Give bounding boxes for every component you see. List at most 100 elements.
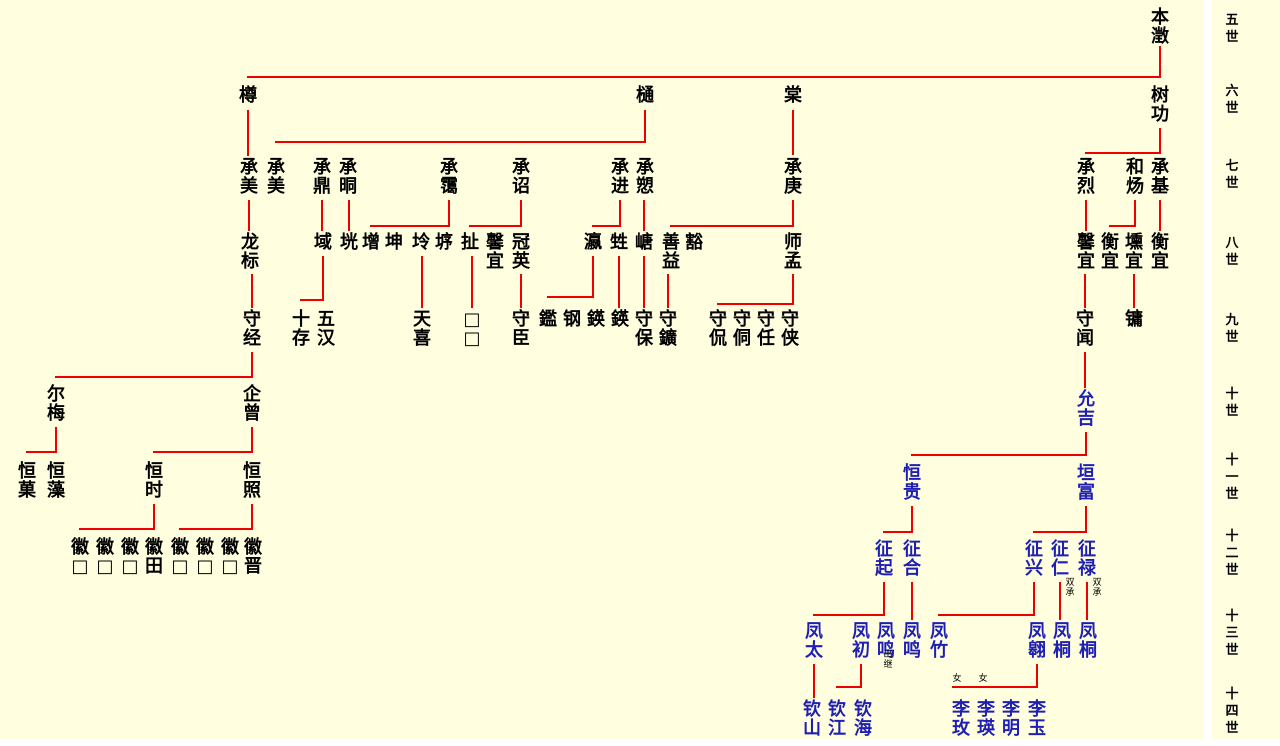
connector-line-vertical <box>911 582 913 620</box>
annotation-note: 出 继 <box>883 650 893 670</box>
tree-node-name: 钦 海 <box>854 699 872 739</box>
tree-node-name: 企 曾 <box>243 384 261 424</box>
tree-node-name: 嵣 <box>635 232 653 253</box>
connector-line-vertical <box>348 200 350 231</box>
tree-node-name: 守 侗 <box>733 309 751 349</box>
connector-line-vertical <box>792 110 794 155</box>
tree-node-name: 馨 宜 <box>486 232 504 272</box>
generation-label: 十 四 世 <box>1225 687 1239 736</box>
generation-label: 十 一 世 <box>1225 453 1239 502</box>
connector-line-vertical <box>1159 128 1161 153</box>
generation-label: 十 二 世 <box>1225 529 1239 578</box>
connector-line-horizontal <box>1109 225 1136 227</box>
tree-node-name: 师 孟 <box>784 232 802 272</box>
tree-node-name: 衡 宜 <box>1151 232 1169 272</box>
connector-line-vertical <box>813 664 815 698</box>
connector-line-vertical <box>55 427 57 453</box>
tree-node-name: 承 晍 <box>339 157 357 197</box>
tree-node-name: 李 玫 <box>952 699 970 739</box>
tree-node-name: 徽 晋 <box>244 537 262 577</box>
tree-node-name: 和 炀 <box>1126 157 1144 197</box>
tree-node-name: 馨 宜 <box>1077 232 1095 272</box>
tree-node-name: 守 经 <box>243 309 261 349</box>
connector-line-horizontal <box>1085 152 1161 154</box>
tree-node-name: 鑑 <box>539 309 557 330</box>
tree-node-name: 凤 鸣 <box>903 621 921 661</box>
tree-node-name: 善 益 <box>662 232 680 272</box>
tree-node-name: 甡 <box>610 232 628 253</box>
tree-node-name: 允 吉 <box>1077 389 1095 429</box>
connector-line-vertical <box>619 200 621 227</box>
connector-line-vertical <box>322 256 324 301</box>
tree-node-name: 凤 太 <box>805 621 823 661</box>
connector-line-vertical <box>520 200 522 227</box>
tree-node-name: 镛 <box>1125 309 1143 330</box>
tree-node-name: 十 存 <box>292 309 310 349</box>
tree-node-name: 坽 <box>412 232 430 253</box>
connector-line-vertical <box>1134 200 1136 227</box>
generation-label: 十 三 世 <box>1225 609 1239 658</box>
tree-node-name: 冠 英 <box>512 232 530 272</box>
tree-node-name: 凤 初 <box>852 621 870 661</box>
tree-node-name: 守 闻 <box>1076 309 1094 349</box>
tree-node-name: 李 玉 <box>1028 699 1046 739</box>
tree-node-name: □ □ <box>463 309 481 349</box>
connector-line-vertical <box>251 274 253 308</box>
generation-label: 七 世 <box>1225 159 1239 191</box>
connector-line-vertical <box>448 200 450 227</box>
connector-line-horizontal <box>275 141 646 143</box>
tree-node-name: 徽 □ <box>196 537 214 577</box>
tree-node-name: 钦 江 <box>828 699 846 739</box>
annotation-note: 女 <box>978 674 988 684</box>
connector-line-vertical <box>471 256 473 308</box>
tree-node-name: 征 兴 <box>1025 539 1043 579</box>
bottom-margin <box>0 739 1280 746</box>
connector-line-horizontal <box>592 225 621 227</box>
connector-line-horizontal <box>717 303 794 305</box>
tree-node-name: 增 <box>362 232 380 253</box>
tree-node-name: 钢 <box>563 309 581 330</box>
connector-line-vertical <box>911 506 913 533</box>
tree-node-name: 垣 富 <box>1077 463 1095 503</box>
connector-line-horizontal <box>836 686 862 688</box>
connector-line-vertical <box>792 274 794 305</box>
tree-node-name: 守 保 <box>635 309 653 349</box>
tree-node-name: 龙 标 <box>241 232 259 272</box>
connector-line-horizontal <box>547 296 594 298</box>
tree-node-name: 凤 桐 <box>1053 621 1071 661</box>
tree-node-name: 守 鑛 <box>659 309 677 349</box>
connector-line-horizontal <box>883 531 913 533</box>
tree-node-name: 征 起 <box>875 539 893 579</box>
connector-line-horizontal <box>911 454 1087 456</box>
tree-node-name: 钦 山 <box>803 699 821 739</box>
connector-line-vertical <box>860 664 862 688</box>
generation-label: 八 世 <box>1225 236 1239 268</box>
tree-node-name: 承 烈 <box>1077 157 1095 197</box>
generation-label: 十 世 <box>1225 387 1239 419</box>
annotation-note: 双 承 <box>1065 578 1075 598</box>
tree-node-name: 承 庚 <box>784 157 802 197</box>
connector-line-vertical <box>251 352 253 378</box>
connector-line-vertical <box>421 256 423 308</box>
tree-node-name: 承 美 <box>240 157 258 197</box>
connector-line-horizontal <box>1033 531 1087 533</box>
tree-node-name: 李 明 <box>1002 699 1020 739</box>
tree-node-name: 承 鼎 <box>313 157 331 197</box>
connector-line-vertical <box>643 200 645 231</box>
tree-node-name: 垿 <box>435 232 453 253</box>
tree-node-name: 徽 □ <box>171 537 189 577</box>
connector-line-horizontal <box>55 376 253 378</box>
connector-line-vertical <box>1033 582 1035 616</box>
tree-node-name: 樋 <box>636 85 654 106</box>
tree-node-name: 李 瑛 <box>977 699 995 739</box>
connector-line-horizontal <box>469 225 522 227</box>
connector-line-vertical <box>1085 200 1087 231</box>
generation-label: 五 世 <box>1225 13 1239 45</box>
annotation-note: 双 承 <box>1092 578 1102 598</box>
tree-node-name: 恒 藻 <box>47 461 65 501</box>
connector-line-vertical <box>1133 274 1135 308</box>
connector-line-vertical <box>1084 274 1086 308</box>
tree-node-name: 本 澂 <box>1151 7 1169 47</box>
connector-line-horizontal <box>300 299 324 301</box>
